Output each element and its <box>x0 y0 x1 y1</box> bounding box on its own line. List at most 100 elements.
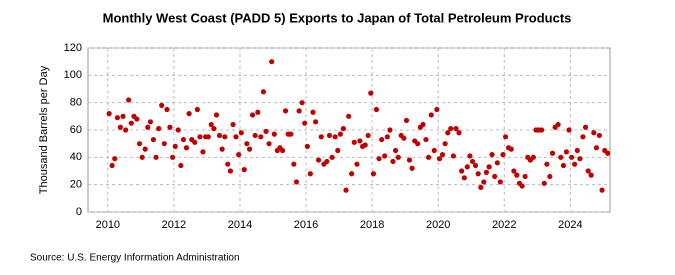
data-point <box>192 139 198 145</box>
data-point <box>169 154 176 160</box>
y-tick-label: 100 <box>64 69 82 81</box>
data-point <box>492 173 498 180</box>
data-point <box>136 141 143 147</box>
data-point <box>489 152 495 158</box>
data-point <box>126 97 132 103</box>
data-point <box>269 59 275 65</box>
data-point <box>233 134 239 140</box>
data-point <box>282 108 289 114</box>
data-point <box>296 108 302 114</box>
data-point <box>442 141 448 147</box>
x-tick-label: 2022 <box>492 219 516 231</box>
data-point <box>354 161 360 167</box>
data-point <box>175 127 181 133</box>
data-point <box>574 147 580 154</box>
data-point <box>514 172 520 178</box>
data-point <box>208 121 214 128</box>
data-point <box>180 136 187 143</box>
data-point <box>530 154 536 160</box>
x-tick-label: 2020 <box>426 219 450 231</box>
data-point <box>544 161 550 167</box>
data-point <box>580 134 586 140</box>
data-point <box>153 154 159 160</box>
data-point <box>423 136 429 143</box>
source-note: Source: U.S. Energy Information Administ… <box>30 253 240 264</box>
data-point <box>459 168 465 174</box>
data-point <box>186 111 192 117</box>
data-point <box>109 162 115 169</box>
data-point <box>134 116 140 122</box>
data-point <box>150 136 157 143</box>
data-point <box>467 153 473 159</box>
data-point <box>605 150 611 156</box>
data-point <box>222 134 228 140</box>
y-tick-label: 20 <box>70 179 82 191</box>
data-point <box>112 156 118 162</box>
data-point <box>161 141 167 147</box>
data-point <box>304 143 310 149</box>
data-point <box>335 147 341 154</box>
data-point <box>511 168 517 174</box>
x-tick-label: 2018 <box>360 219 384 231</box>
data-point <box>172 143 178 149</box>
data-point <box>503 134 509 140</box>
y-tick-label: 0 <box>76 206 82 218</box>
data-point <box>324 158 330 165</box>
data-point <box>246 146 253 152</box>
data-point <box>390 158 396 165</box>
data-point <box>539 127 545 133</box>
data-point <box>428 112 434 118</box>
data-point <box>547 173 553 180</box>
data-point <box>147 119 154 125</box>
data-point <box>593 145 600 151</box>
data-point <box>483 169 490 175</box>
data-point <box>316 157 322 163</box>
x-tick-label: 2010 <box>96 219 120 231</box>
data-point <box>475 171 481 177</box>
data-point <box>486 164 492 170</box>
data-point <box>406 157 413 163</box>
data-point <box>343 187 349 193</box>
data-point <box>431 147 437 154</box>
y-tick-label: 60 <box>70 124 82 136</box>
data-point <box>340 126 346 132</box>
data-point <box>401 135 407 141</box>
data-point <box>426 154 432 160</box>
data-point <box>370 171 377 177</box>
data-point <box>362 142 368 148</box>
data-point <box>368 90 374 96</box>
data-point <box>382 153 388 159</box>
data-point <box>183 145 190 151</box>
data-point <box>500 152 506 158</box>
data-point <box>384 134 390 140</box>
data-point <box>522 173 528 180</box>
data-point <box>560 162 567 169</box>
data-point <box>332 134 338 140</box>
data-point <box>591 130 597 136</box>
data-point <box>260 89 267 95</box>
data-point <box>582 124 589 130</box>
chart-title: Monthly West Coast (PADD 5) Exports to J… <box>103 10 572 25</box>
data-point <box>379 136 385 143</box>
data-point <box>569 154 575 160</box>
x-tick-label: 2016 <box>294 219 318 231</box>
x-tick-label: 2024 <box>558 219 582 231</box>
data-point <box>409 165 415 171</box>
data-point <box>291 161 297 167</box>
data-point <box>219 146 225 152</box>
data-point <box>200 149 206 155</box>
data-point <box>178 162 184 169</box>
data-point <box>167 124 173 130</box>
data-point <box>349 171 355 177</box>
data-point <box>357 138 363 144</box>
data-point <box>566 127 572 133</box>
data-point <box>258 134 264 140</box>
data-point <box>508 146 514 152</box>
data-point <box>318 134 324 140</box>
data-point <box>558 154 564 160</box>
data-point <box>599 187 605 193</box>
data-point <box>439 152 446 158</box>
data-point <box>213 112 220 118</box>
data-point <box>585 168 591 174</box>
